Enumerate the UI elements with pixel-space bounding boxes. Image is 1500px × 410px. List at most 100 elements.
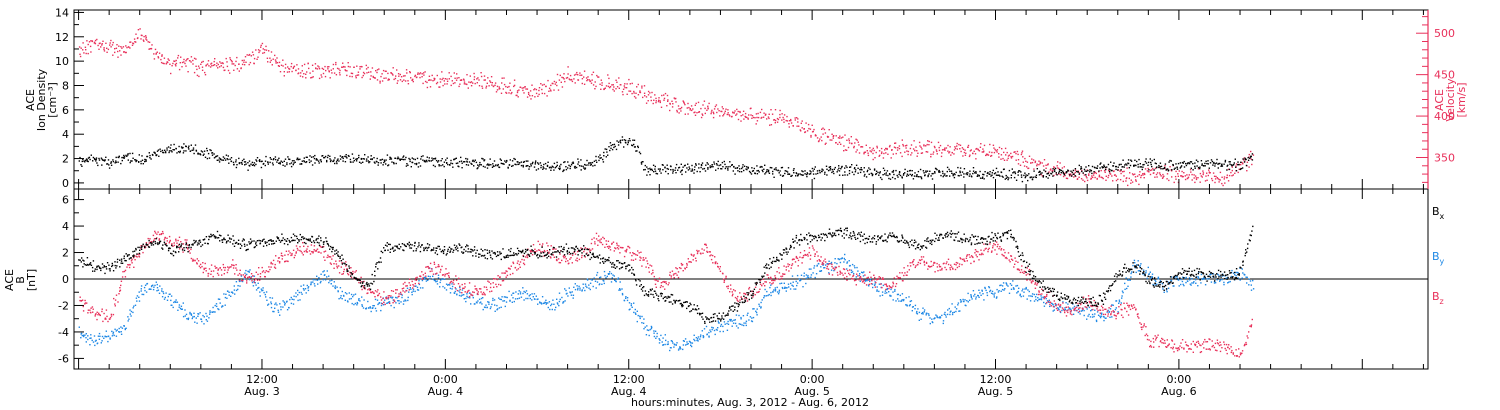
data-point (1112, 304, 1114, 306)
data-point (556, 298, 558, 300)
data-point (955, 310, 957, 313)
data-point (845, 149, 848, 151)
data-point (697, 340, 699, 342)
data-point (799, 129, 801, 131)
data-point (174, 300, 176, 303)
data-point (244, 276, 246, 278)
data-point (1066, 171, 1068, 173)
data-point (633, 95, 636, 98)
data-point (866, 170, 868, 173)
data-point (497, 163, 499, 166)
data-point (407, 164, 409, 166)
data-point (380, 302, 383, 304)
data-point (675, 101, 677, 103)
data-point (84, 161, 86, 163)
data-point (1062, 175, 1065, 178)
data-point (155, 53, 157, 55)
data-point (1043, 296, 1045, 299)
data-point (834, 262, 836, 264)
data-point (251, 280, 253, 282)
data-point (345, 69, 347, 72)
data-point (783, 118, 785, 121)
data-point (218, 157, 221, 159)
data-point (437, 277, 440, 279)
data-point (680, 170, 683, 172)
data-point (301, 70, 303, 72)
data-point (1041, 175, 1044, 177)
data-point (964, 154, 967, 156)
data-point (205, 64, 208, 66)
data-point (382, 164, 384, 166)
data-point (215, 303, 218, 305)
data-point (1174, 175, 1177, 178)
data-point (339, 158, 342, 160)
data-point (380, 75, 382, 78)
data-point (625, 297, 627, 299)
data-point (882, 174, 884, 176)
data-point (1108, 169, 1110, 172)
data-point (376, 157, 378, 160)
data-point (1195, 177, 1198, 179)
data-point (1052, 175, 1054, 177)
data-point (760, 307, 762, 309)
data-point (276, 304, 278, 306)
data-point (81, 165, 83, 167)
data-point (187, 317, 190, 319)
data-point (339, 74, 341, 76)
data-point (905, 147, 907, 149)
data-point (661, 94, 663, 97)
data-point (897, 147, 899, 149)
data-point (498, 307, 501, 309)
data-point (191, 317, 193, 320)
data-point (779, 116, 781, 119)
data-point (1135, 271, 1137, 274)
data-point (276, 57, 278, 59)
data-point (87, 335, 89, 337)
data-point (523, 299, 525, 301)
data-point (296, 64, 298, 66)
data-point (1021, 152, 1023, 154)
data-point (967, 144, 970, 147)
data-point (101, 158, 103, 161)
data-point (564, 300, 566, 302)
data-point (1010, 177, 1012, 179)
data-point (114, 162, 116, 164)
data-point (1045, 303, 1047, 305)
data-point (973, 150, 975, 152)
data-point (201, 151, 204, 153)
data-point (1181, 176, 1184, 178)
data-point (1115, 175, 1117, 177)
data-point (414, 75, 416, 78)
data-point (1233, 162, 1235, 164)
data-point (703, 100, 706, 102)
data-point (1049, 169, 1052, 171)
data-point (443, 165, 445, 168)
data-point (1190, 161, 1193, 163)
data-point (269, 161, 271, 164)
data-point (1031, 158, 1033, 160)
data-point (989, 171, 991, 173)
data-point (1052, 310, 1054, 312)
data-point (621, 294, 624, 296)
data-point (1185, 281, 1187, 284)
data-point (143, 40, 145, 42)
data-point (214, 311, 216, 313)
data-point (1187, 162, 1189, 164)
data-point (136, 159, 138, 162)
data-point (336, 286, 338, 288)
data-point (155, 154, 157, 156)
data-point (1082, 172, 1084, 174)
data-point (107, 320, 109, 323)
data-point (269, 57, 271, 59)
data-point (120, 46, 122, 48)
data-point (378, 302, 381, 304)
data-point (956, 142, 958, 145)
data-point (158, 233, 161, 236)
data-point (185, 150, 187, 152)
data-point (1231, 269, 1233, 272)
data-point (1241, 277, 1243, 279)
data-point (356, 158, 358, 160)
data-point (724, 110, 726, 112)
data-point (466, 83, 468, 86)
data-point (894, 142, 897, 144)
